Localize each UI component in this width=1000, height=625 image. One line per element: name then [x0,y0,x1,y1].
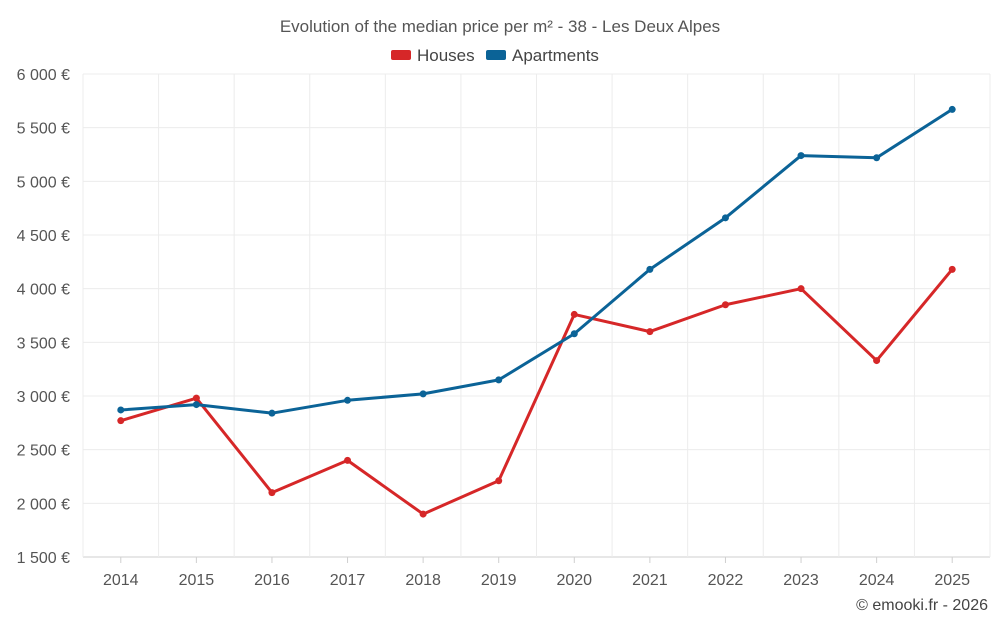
data-point-apartments[interactable] [646,265,654,273]
x-tick-label: 2023 [783,572,819,589]
y-tick-label: 2 500 € [17,443,70,460]
data-point-houses[interactable] [570,310,578,318]
legend-item-apartments[interactable]: Apartments [486,46,599,65]
x-axis: 2014 2015 2016 2017 2018 2019 2020 2021 2022 2023… [103,557,970,589]
data-point-apartments[interactable] [948,105,956,113]
data-point-houses[interactable] [721,301,729,309]
gridlines [82,73,991,558]
data-point-houses[interactable] [646,328,654,336]
x-tick-label: 2016 [254,572,290,589]
data-point-houses[interactable] [873,357,881,365]
x-tick-label: 2021 [632,572,668,589]
y-tick-label: 6 000 € [17,67,70,84]
y-tick-label: 2 000 € [17,496,70,513]
legend-swatch-houses [391,50,411,60]
legend-label-apartments: Apartments [512,46,599,65]
y-tick-label: 4 000 € [17,282,70,299]
data-point-apartments[interactable] [344,396,352,404]
x-tick-label: 2022 [708,572,744,589]
legend: Houses Apartments [391,46,599,65]
data-point-apartments[interactable] [721,214,729,222]
y-tick-label: 3 500 € [17,335,70,352]
legend-item-houses[interactable]: Houses [391,46,475,65]
y-tick-label: 1 500 € [17,550,70,567]
data-point-houses[interactable] [268,489,276,497]
data-point-houses[interactable] [797,285,805,293]
x-tick-label: 2014 [103,572,139,589]
data-point-apartments[interactable] [570,330,578,338]
y-axis: 1 500 € 2 000 € 2 500 € 3 000 € 3 500 € 4 000… [17,67,70,567]
data-point-apartments[interactable] [495,376,503,384]
data-point-apartments[interactable] [873,154,881,162]
x-tick-label: 2025 [934,572,970,589]
data-point-houses[interactable] [495,477,503,485]
chart-title: Evolution of the median price per m² - 3… [280,17,720,36]
x-tick-label: 2015 [179,572,215,589]
data-point-apartments[interactable] [268,409,276,417]
y-tick-label: 4 500 € [17,228,70,245]
y-tick-label: 3 000 € [17,389,70,406]
x-tick-label: 2020 [556,572,592,589]
y-tick-label: 5 000 € [17,174,70,191]
data-point-houses[interactable] [344,456,352,464]
x-tick-label: 2024 [859,572,895,589]
data-point-houses[interactable] [419,510,427,518]
legend-swatch-apartments [486,50,506,60]
y-tick-label: 5 500 € [17,121,70,138]
x-tick-label: 2018 [405,572,441,589]
data-point-houses[interactable] [192,394,200,402]
x-tick-label: 2019 [481,572,517,589]
data-point-apartments[interactable] [419,390,427,398]
x-tick-label: 2017 [330,572,366,589]
data-point-apartments[interactable] [192,401,200,409]
legend-label-houses: Houses [417,46,475,65]
series-line-apartments [119,107,954,415]
series-line-houses [119,267,954,516]
data-point-apartments[interactable] [797,152,805,160]
data-point-apartments[interactable] [117,406,125,414]
copyright-credit: © emooki.fr - 2026 [856,597,988,614]
plot-area [117,105,956,518]
data-point-houses[interactable] [948,265,956,273]
data-point-houses[interactable] [117,417,125,425]
